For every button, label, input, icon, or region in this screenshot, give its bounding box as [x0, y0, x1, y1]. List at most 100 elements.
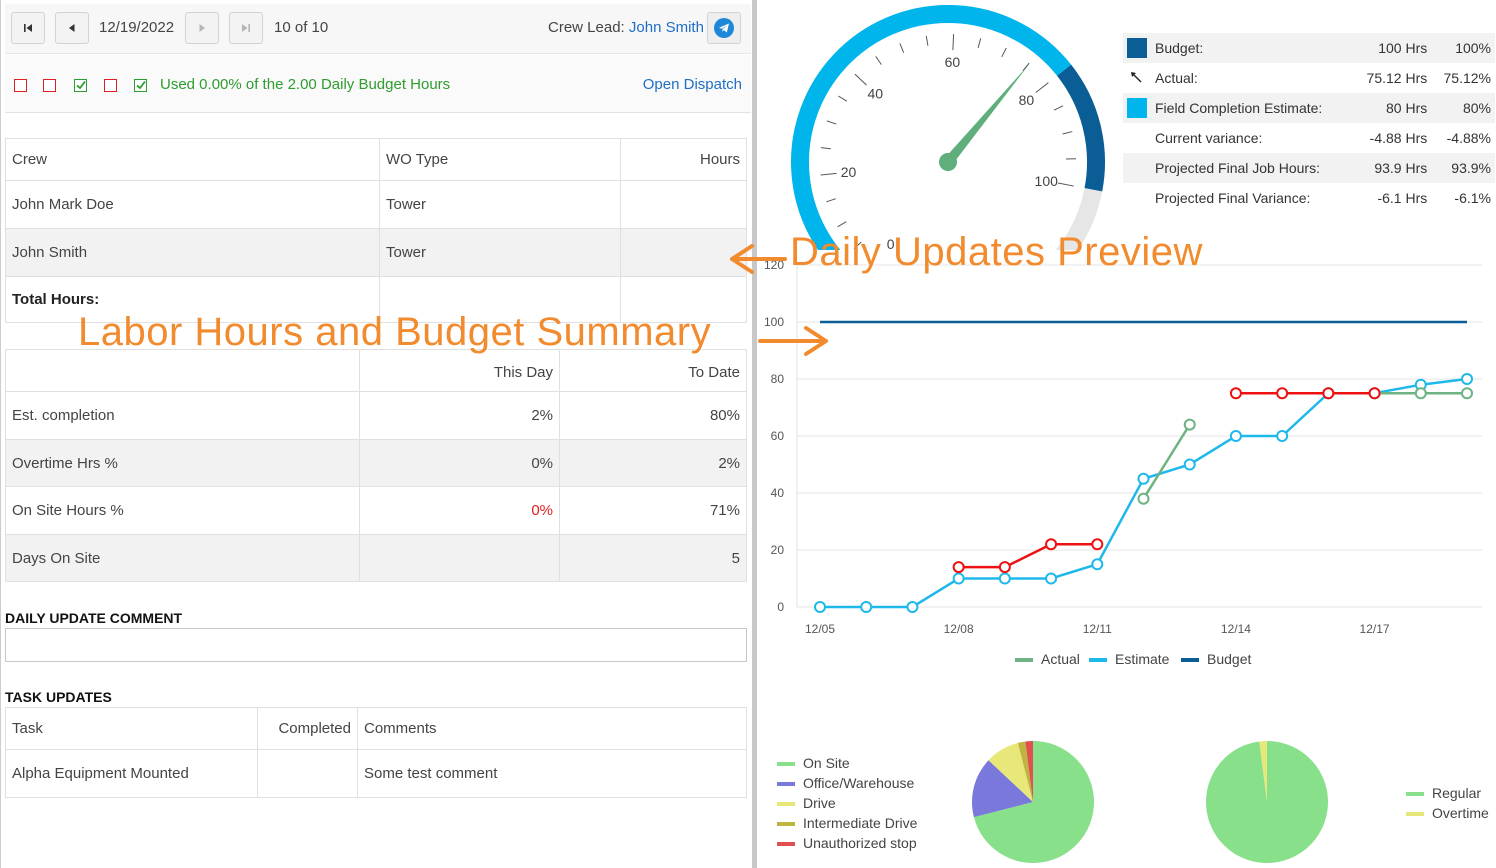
send-button[interactable] — [707, 12, 741, 44]
col-hours[interactable]: Hours — [620, 138, 747, 181]
gauge-tick-label: 100 — [1035, 173, 1059, 189]
legend-budget[interactable]: Budget — [1181, 651, 1251, 667]
metric-label: Est. completion — [5, 391, 360, 440]
table-row: Alpha Equipment Mounted Some test commen… — [5, 749, 747, 798]
first-record-button[interactable] — [11, 12, 45, 44]
gauge-needle — [944, 63, 1030, 166]
metric-row: Projected Final Job Hours: 93.9 Hrs 93.9… — [1123, 153, 1495, 183]
open-dispatch-link[interactable]: Open Dispatch — [642, 76, 742, 93]
crew-lead-label: Crew Lead: — [548, 19, 625, 36]
slice-overtime — [1259, 741, 1267, 802]
metric-pct: -4.88% — [1446, 130, 1491, 146]
x-tick-label: 12/08 — [944, 622, 974, 636]
y-tick-label: 120 — [764, 258, 784, 272]
gauge-tick — [1062, 131, 1073, 135]
hours-category-pie — [972, 741, 1094, 863]
point-actual — [1461, 387, 1473, 400]
summary-header: This Day To Date — [5, 349, 747, 392]
legend-intermediate-drive: Intermediate Drive — [777, 815, 917, 831]
gauge-tick — [826, 198, 837, 203]
hours — [620, 228, 747, 277]
gauge-tick — [1053, 105, 1064, 111]
checkbox-5[interactable] — [134, 79, 147, 92]
checkbox-2[interactable] — [43, 79, 56, 92]
this-day-value: 0% — [359, 439, 560, 487]
summary-table: This Day To Date Est. completion 2% 80% … — [5, 349, 747, 582]
checkbox-4[interactable] — [104, 79, 117, 92]
arrow-icon — [1131, 71, 1142, 82]
legend-estimate[interactable]: Estimate — [1089, 651, 1169, 667]
hours — [620, 180, 747, 229]
legend-regular: Regular — [1406, 785, 1481, 801]
prev-icon — [69, 24, 75, 32]
metric-hrs: 80 Hrs — [1352, 93, 1432, 123]
metric-label: On Site Hours % — [5, 486, 360, 535]
point-tracking — [1045, 538, 1058, 551]
col-task[interactable]: Task — [5, 707, 258, 750]
metric-label: Overtime Hrs % — [5, 439, 360, 487]
first-icon — [24, 24, 32, 32]
metric-hrs: 93.9 Hrs — [1352, 153, 1432, 183]
wo-type: Tower — [379, 228, 621, 277]
budget-swatch — [1127, 38, 1147, 58]
x-tick-label: 12/11 — [1083, 622, 1112, 636]
metric-pct: 93.9% — [1431, 153, 1495, 183]
gauge-tick — [854, 73, 867, 86]
this-day-value: 2% — [359, 391, 560, 440]
record-counter: 10 of 10 — [274, 19, 329, 36]
y-tick-label: 100 — [764, 315, 784, 329]
point-estimate — [1137, 472, 1150, 485]
legend-actual[interactable]: Actual — [1015, 651, 1080, 667]
y-tick-label: 20 — [771, 543, 785, 557]
y-tick-label: 60 — [771, 429, 785, 443]
checkbox-3[interactable] — [74, 79, 87, 92]
y-tick-label: 80 — [771, 372, 785, 386]
gauge-tick — [1035, 82, 1049, 93]
check-icon — [136, 80, 146, 90]
check-icon — [76, 80, 86, 90]
telegram-icon — [714, 18, 734, 38]
point-estimate — [906, 601, 919, 613]
point-tracking — [1368, 387, 1381, 400]
gauge-budget-band — [1056, 64, 1105, 192]
gauge-hub — [939, 153, 957, 171]
metric-label: Field Completion Estimate: — [1151, 93, 1353, 123]
this-day-value: 0% — [359, 486, 560, 535]
slice-unauthorized-stop — [1025, 741, 1033, 802]
daily-comment-input[interactable] — [5, 628, 747, 662]
gauge-tick — [1001, 47, 1007, 58]
gauge-tick — [952, 34, 955, 51]
last-record-button[interactable] — [229, 12, 263, 44]
gauge-tick — [1022, 62, 1030, 72]
metric-row: Current variance: -4.88 Hrs -4.88% — [1123, 123, 1495, 153]
next-record-button[interactable] — [185, 12, 219, 44]
metric-pct: 80% — [1431, 93, 1495, 123]
table-row: Est. completion 2% 80% — [5, 391, 747, 440]
this-day-value — [359, 534, 560, 582]
point-estimate — [998, 572, 1011, 585]
y-tick-label: 0 — [777, 600, 784, 614]
point-estimate — [1183, 458, 1196, 471]
metrics-legend: Budget: 100 Hrs 100% Actual: 75.12 Hrs 7… — [1123, 33, 1495, 213]
point-tracking — [1322, 387, 1335, 400]
status-checkboxes-row: Used 0.00% of the 2.00 Daily Budget Hour… — [5, 55, 751, 113]
col-wo-type[interactable]: WO Type — [379, 138, 621, 181]
prev-record-button[interactable] — [55, 12, 89, 44]
metric-label: Days On Site — [5, 534, 360, 582]
right-panel: 0 20 40 60 80 100 Budget: 100 Hrs 100% Actual… — [757, 0, 1496, 868]
col-crew[interactable]: Crew — [5, 138, 380, 181]
point-actual — [1183, 418, 1196, 431]
col-comments[interactable]: Comments — [357, 707, 747, 750]
crew-lead-link[interactable]: John Smith — [628, 19, 704, 36]
record-navigator: 12/19/2022 10 of 10 Crew Lead: John Smit… — [5, 4, 751, 54]
slice-intermediate-drive — [1017, 741, 1033, 802]
panel-divider[interactable] — [752, 0, 757, 868]
y-tick-label: 40 — [771, 486, 785, 500]
hours-gauge: 0 20 40 60 80 100 — [791, 5, 1105, 250]
metric-label: Current variance: — [1155, 130, 1263, 146]
crew-table: Crew WO Type Hours John Mark Doe Tower J… — [5, 138, 747, 323]
col-completed[interactable]: Completed — [257, 707, 358, 750]
checkbox-1[interactable] — [14, 79, 27, 92]
x-tick-label: 12/17 — [1360, 622, 1390, 636]
estimate-swatch — [1127, 98, 1147, 118]
